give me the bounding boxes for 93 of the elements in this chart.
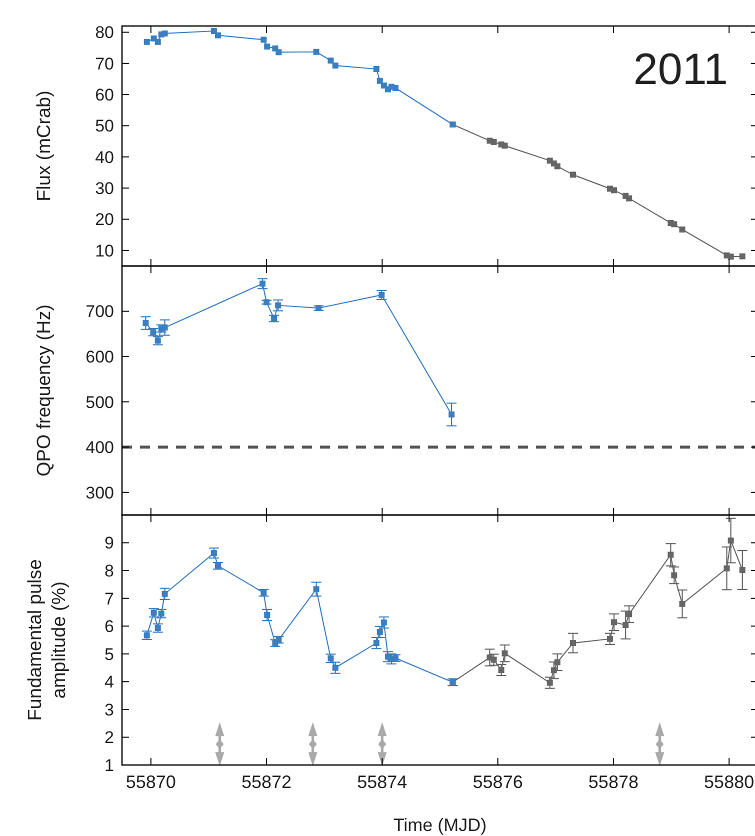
point [276,636,282,643]
point [728,254,734,260]
point [162,590,168,597]
point [376,628,383,635]
point [502,650,508,656]
y-tick-label: 4 [104,672,114,692]
y-axis-title: Fundamental pulse amplitude (%) [25,559,70,721]
point [214,32,221,38]
point [490,656,497,663]
point [313,586,320,592]
point [546,680,553,686]
point [671,221,678,228]
point [264,612,270,618]
point [313,48,320,55]
point [728,538,734,544]
point [611,619,618,626]
y-tick-label: 2 [104,728,114,748]
point [380,620,387,626]
y-tick-label: 700 [86,302,114,322]
x-axis-title: Time (MJD) [393,815,487,835]
y-tick-label: 400 [86,438,114,458]
point [550,667,557,674]
x-tick-label: 55874 [357,772,408,792]
point [264,44,270,50]
annotation: 2011 [633,45,728,94]
point [332,664,338,671]
y-tick-label: 10 [95,241,114,260]
point [376,78,383,84]
y-tick-label: 30 [95,179,114,198]
point [679,226,686,233]
point [275,302,282,308]
y-tick-label: 300 [86,483,114,502]
point [679,600,686,607]
point [668,552,674,558]
y-tick-label: 5 [104,644,114,664]
y-tick-label: 600 [86,347,114,366]
y-tick-label: 9 [104,534,114,553]
y-tick-label: 80 [95,23,114,42]
y-tick-label: 1 [104,756,114,775]
y-tick-label: 50 [95,116,114,136]
point [142,320,149,326]
x-tick-label: 55880 [704,772,754,792]
point [214,562,221,569]
y-tick-label: 60 [95,86,114,105]
x-tick-label: 55878 [588,772,638,792]
y-tick-label: 20 [95,210,114,230]
point [498,667,504,673]
point [373,640,380,646]
point [626,611,632,618]
point [739,567,746,573]
point [626,195,632,202]
x-tick-label: 55876 [472,772,523,792]
point [378,292,385,298]
point [490,138,497,145]
y-axis-title: Flux (mCrab) [34,90,55,202]
point [154,38,161,45]
point [162,324,168,331]
y-tick-label: 70 [95,54,114,74]
point [392,85,398,92]
point [316,305,322,312]
point [570,640,576,646]
point [622,622,629,628]
point [332,62,338,69]
point [271,316,278,322]
point [144,38,150,45]
point [554,163,560,170]
point [373,66,380,72]
point [162,30,168,36]
point [502,142,508,149]
x-tick-label: 55872 [242,772,292,792]
point [210,550,217,556]
point [260,36,267,43]
y-axis-title: QPO frequency (Hz) [34,304,55,477]
point [448,411,455,418]
y-tick-label: 500 [86,392,114,412]
point [276,49,282,56]
point [606,636,613,642]
point [328,58,334,64]
point [554,659,560,666]
x-tick-label: 55870 [126,772,176,792]
point [671,572,678,578]
y-tick-label: 40 [95,148,114,167]
point [260,590,267,596]
y-tick-label: 8 [104,562,114,581]
y-tick-label: 6 [104,617,114,636]
point [724,565,730,572]
point [210,28,217,34]
y-tick-label: 7 [104,589,114,608]
point [570,172,576,178]
point [739,253,746,260]
point [611,187,618,194]
point [378,739,386,750]
y-tick-label: 3 [104,700,114,720]
